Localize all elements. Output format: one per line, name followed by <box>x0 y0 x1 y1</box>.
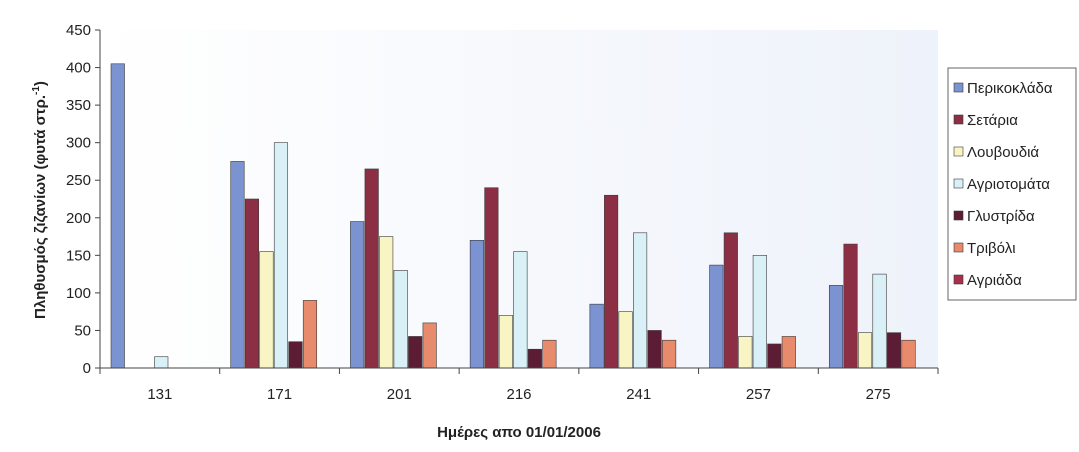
legend-swatch <box>953 210 964 221</box>
legend-swatch <box>953 242 964 253</box>
bar <box>110 63 125 369</box>
y-axis-title-close: ) <box>32 81 49 86</box>
legend-swatch <box>953 274 964 285</box>
bar <box>723 232 738 369</box>
bar <box>379 236 394 369</box>
bar <box>302 300 318 369</box>
x-axis-title: Ημέρες απο 01/01/2006 <box>437 424 601 441</box>
bar <box>843 243 858 369</box>
bar <box>230 161 245 369</box>
legend-swatch <box>953 114 964 125</box>
y-axis-title-sup: -1 <box>31 86 42 95</box>
y-tick-label: 150 <box>66 247 91 264</box>
bar <box>422 322 437 369</box>
legend-label: Τριβόλι <box>967 240 1016 257</box>
bar <box>872 273 887 369</box>
x-tick-label: 216 <box>506 386 531 403</box>
bar <box>469 240 484 369</box>
legend-label: Περικοκλάδα <box>967 80 1053 97</box>
legend-label: Αγριάδα <box>967 272 1022 289</box>
y-tick-label: 250 <box>66 172 91 189</box>
y-tick-label: 350 <box>66 97 91 114</box>
bar <box>484 187 499 369</box>
legend-swatch <box>953 178 964 189</box>
bar <box>662 339 677 369</box>
bar <box>364 168 379 369</box>
bar <box>393 270 408 369</box>
bar <box>738 336 753 369</box>
legend-label: Γλυστρίδα <box>967 208 1035 225</box>
bar <box>857 332 873 369</box>
bar <box>709 264 724 369</box>
bar <box>767 343 782 369</box>
bar <box>828 285 844 369</box>
bar <box>513 251 528 369</box>
bar <box>901 339 916 369</box>
y-tick-label: 0 <box>83 360 91 377</box>
legend-box <box>947 67 1077 301</box>
x-tick-label: 257 <box>746 386 771 403</box>
x-tick-label: 241 <box>626 386 651 403</box>
bar <box>633 232 648 369</box>
x-tick-label: 171 <box>267 386 292 403</box>
bar <box>259 251 274 369</box>
legend-label: Σετάρια <box>967 112 1018 129</box>
y-tick-label: 450 <box>66 22 91 39</box>
bar <box>781 336 796 369</box>
y-tick-label: 400 <box>66 60 91 77</box>
bar <box>647 330 662 369</box>
y-tick-label: 50 <box>74 322 91 339</box>
y-tick-label: 200 <box>66 210 91 227</box>
bar <box>408 336 423 369</box>
bar <box>886 332 902 369</box>
bar <box>350 221 365 369</box>
x-tick-label: 131 <box>147 386 172 403</box>
y-tick-label: 100 <box>66 285 91 302</box>
bar <box>498 315 513 369</box>
y-axis-title-main: Πληθυσμός ζιζανίων (φυτά στρ. <box>32 95 49 319</box>
x-tick-label: 275 <box>866 386 891 403</box>
y-tick-label: 300 <box>66 135 91 152</box>
bar <box>154 356 169 369</box>
bar <box>752 255 767 369</box>
y-axis-title: Πληθυσμός ζιζανίων (φυτά στρ.-1) <box>31 81 49 319</box>
bar <box>618 311 633 369</box>
x-tick-label: 201 <box>387 386 412 403</box>
legend-swatch <box>953 146 964 157</box>
bar <box>244 198 260 369</box>
bar <box>273 142 289 369</box>
legend-swatch <box>953 82 964 93</box>
legend-label: Αγριοτομάτα <box>967 176 1050 193</box>
legend-label: Λουβουδιά <box>967 144 1039 161</box>
bar <box>589 303 604 369</box>
bar <box>288 341 303 369</box>
bar <box>542 339 557 369</box>
bar <box>527 348 542 369</box>
bar <box>604 194 619 369</box>
